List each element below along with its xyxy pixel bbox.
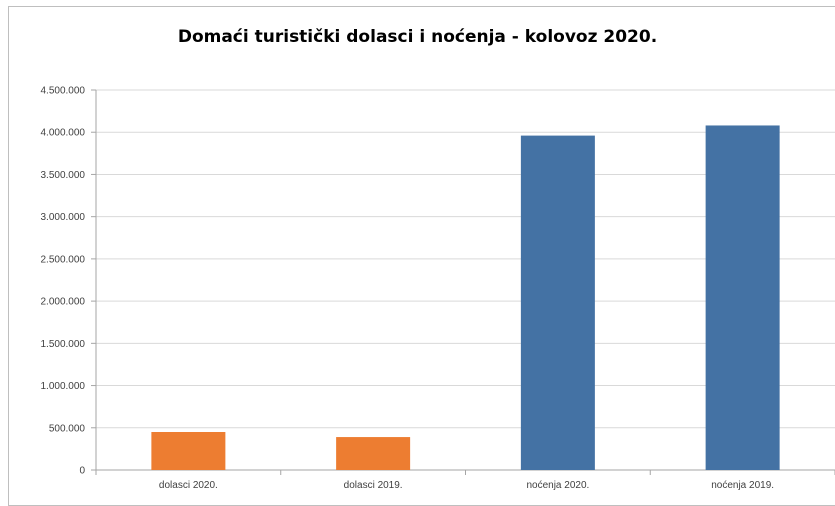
y-tick-label: 3.500.000 <box>41 170 86 181</box>
y-tick-label: 4.000.000 <box>41 128 86 139</box>
y-tick-label: 3.000.000 <box>41 212 86 223</box>
y-tick-label: 1.500.000 <box>41 339 86 350</box>
y-tick-label: 500.000 <box>49 423 86 434</box>
y-tick-label: 4.500.000 <box>41 86 86 97</box>
y-tick-label: 0 <box>79 466 85 477</box>
chart-title: Domaći turistički dolasci i noćenja - ko… <box>177 27 658 47</box>
y-axis: 0 500.000 1.000.000 1.500.000 2.000.000 2.500… <box>41 86 97 477</box>
y-tick-label: 1.000.000 <box>41 381 86 392</box>
bar-3 <box>520 135 595 470</box>
x-axis: dolasci 2020. dolasci 2019. noćenja 2020. n… <box>95 470 835 491</box>
bar-4 <box>705 125 780 470</box>
x-tick-label: noćenja 2019. <box>711 480 774 491</box>
x-tick-label: dolasci 2019. <box>344 480 403 491</box>
y-tick-label: 2.500.000 <box>41 254 86 265</box>
bar-2 <box>336 437 411 470</box>
y-tick-label: 2.000.000 <box>41 297 86 308</box>
x-tick-label: noćenja 2020. <box>526 480 589 491</box>
bar-chart: 0 500.000 1.000.000 1.500.000 2.000.000 2.500… <box>41 86 835 491</box>
bars <box>151 125 780 470</box>
bar-1 <box>151 432 226 470</box>
x-tick-label: dolasci 2020. <box>159 480 218 491</box>
